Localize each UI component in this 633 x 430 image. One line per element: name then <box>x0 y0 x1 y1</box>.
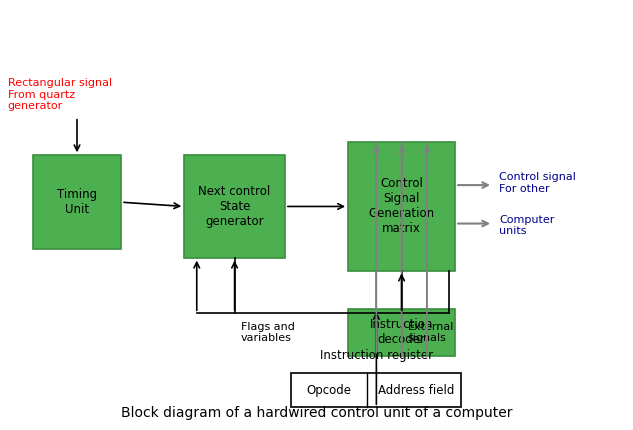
Text: Instruction
decoder: Instruction decoder <box>370 319 433 347</box>
Text: Control signal
For other: Control signal For other <box>499 172 576 194</box>
Text: Address field: Address field <box>377 384 454 396</box>
Text: Flags and
variables: Flags and variables <box>241 322 295 344</box>
Text: External
signals: External signals <box>408 322 454 344</box>
FancyBboxPatch shape <box>291 373 461 407</box>
Text: Rectangular signal
From quartz
generator: Rectangular signal From quartz generator <box>8 78 112 111</box>
Text: Computer
units: Computer units <box>499 215 555 237</box>
Text: Block diagram of a hardwired control unit of a computer: Block diagram of a hardwired control uni… <box>121 406 512 420</box>
Text: Control
Signal
Generation
matrix: Control Signal Generation matrix <box>368 178 435 236</box>
Text: Opcode: Opcode <box>306 384 351 396</box>
FancyBboxPatch shape <box>33 155 121 249</box>
FancyBboxPatch shape <box>184 155 285 258</box>
Text: Next control
State
generator: Next control State generator <box>199 185 271 228</box>
FancyBboxPatch shape <box>348 142 455 270</box>
FancyBboxPatch shape <box>348 309 455 356</box>
Text: Timing
Unit: Timing Unit <box>57 188 97 216</box>
Text: Instruction register: Instruction register <box>320 350 433 362</box>
